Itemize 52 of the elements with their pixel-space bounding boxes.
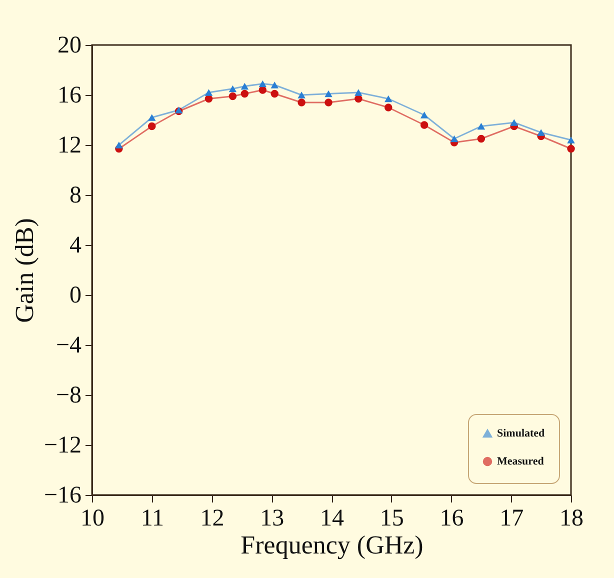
point	[510, 119, 518, 126]
y-tick-label: 8	[70, 182, 82, 208]
point	[354, 89, 362, 96]
y-tick-label: 16	[58, 82, 82, 108]
point	[228, 92, 237, 100]
point	[115, 142, 123, 148]
point	[567, 136, 575, 144]
point	[228, 85, 237, 92]
point	[384, 95, 392, 102]
point	[258, 80, 267, 88]
x-axis-title: Frequency (GHz)	[240, 530, 424, 560]
point	[240, 90, 249, 98]
y-tick-label: −8	[56, 382, 82, 408]
point	[420, 112, 428, 118]
y-tick-label: 0	[70, 282, 82, 308]
point	[270, 90, 278, 98]
x-tick-label: 10	[80, 506, 104, 532]
y-axis-title: Gain (dB)	[10, 218, 39, 323]
point	[298, 92, 306, 98]
point	[420, 121, 428, 129]
x-tick-label: 15	[380, 506, 404, 532]
x-tick-label: 17	[500, 506, 524, 532]
point	[148, 122, 156, 130]
x-tick-label: 16	[440, 506, 464, 532]
point	[324, 90, 332, 98]
legend-label: Measured	[497, 456, 544, 468]
point	[204, 94, 213, 103]
point	[537, 129, 545, 136]
x-tick-label: 13	[260, 506, 284, 532]
point	[324, 98, 332, 106]
point	[148, 114, 156, 121]
point	[204, 89, 213, 96]
point	[477, 122, 486, 130]
x-tick-label: 14	[320, 506, 344, 532]
point	[240, 82, 249, 90]
point	[384, 104, 392, 112]
point	[567, 144, 575, 153]
y-tick-label: −16	[44, 482, 82, 508]
y-tick-label: −12	[44, 432, 82, 458]
x-tick-label: 12	[200, 506, 224, 532]
x-tick-label: 11	[140, 506, 164, 532]
point	[270, 82, 278, 88]
y-tick-label: 20	[58, 32, 82, 58]
point	[258, 86, 267, 94]
point	[298, 98, 306, 106]
y-tick-label: 12	[58, 132, 82, 158]
y-tick-label: 4	[70, 232, 82, 258]
y-tick-label: −4	[56, 332, 82, 358]
x-tick-label: 18	[560, 506, 584, 532]
point	[477, 134, 486, 143]
point	[450, 135, 458, 142]
legend-label: Simulated	[497, 428, 545, 440]
